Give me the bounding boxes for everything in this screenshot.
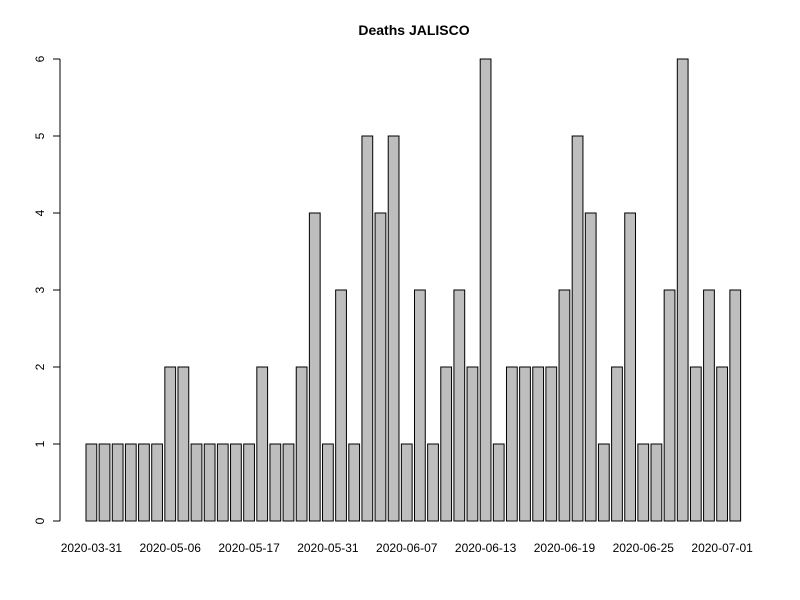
bar — [729, 289, 742, 522]
bar — [295, 366, 308, 522]
bar — [164, 366, 177, 522]
bar — [111, 443, 124, 522]
x-tick-label: 2020-05-06 — [140, 541, 202, 555]
bar — [138, 443, 150, 522]
bar — [98, 443, 111, 522]
bar — [427, 443, 439, 522]
y-tick-label: 4 — [33, 209, 47, 216]
bar — [453, 289, 466, 522]
bar — [177, 366, 190, 522]
bar — [492, 443, 505, 522]
bar — [243, 443, 255, 522]
bar — [124, 443, 137, 522]
bar — [584, 212, 597, 522]
bar — [505, 366, 518, 522]
x-tick-label: 2020-06-25 — [613, 541, 675, 555]
chart-title: Deaths JALISCO — [358, 22, 469, 38]
bar — [545, 366, 558, 522]
x-tick-label: 2020-05-31 — [297, 541, 359, 555]
bar — [466, 366, 479, 522]
bars-group — [85, 58, 742, 522]
bar — [361, 135, 374, 522]
bar — [479, 58, 492, 522]
bar — [611, 366, 623, 522]
bar — [519, 366, 531, 522]
x-tick-label: 2020-05-17 — [218, 541, 280, 555]
x-axis-labels: 2020-03-31 2020-05-06 2020-05-17 2020-05-31… — [61, 541, 753, 555]
y-tick-label: 1 — [33, 440, 47, 447]
bar — [716, 366, 728, 522]
bar — [216, 443, 229, 522]
bar — [203, 443, 216, 522]
bar — [151, 443, 163, 522]
y-tick-label: 3 — [33, 286, 47, 293]
bar — [532, 366, 545, 522]
bar — [676, 58, 689, 522]
bar — [637, 443, 650, 522]
bar — [190, 443, 203, 522]
y-tick-label: 5 — [33, 132, 47, 139]
bar — [440, 366, 453, 522]
x-tick-label: 2020-06-19 — [534, 541, 596, 555]
x-tick-label: 2020-06-07 — [376, 541, 438, 555]
bar — [85, 443, 98, 522]
bar — [400, 443, 413, 522]
x-tick-label: 2020-07-01 — [691, 541, 753, 555]
bar — [308, 212, 321, 522]
bar — [282, 443, 295, 522]
bar — [558, 289, 571, 522]
bar — [256, 366, 269, 522]
y-tick-label: 6 — [33, 55, 47, 62]
bar — [322, 443, 334, 522]
bar — [414, 289, 426, 522]
bar — [624, 212, 637, 522]
bar — [663, 289, 676, 522]
bar — [571, 135, 584, 522]
x-tick-label: 2020-06-13 — [455, 541, 517, 555]
bar — [597, 443, 610, 522]
y-tick-label: 0 — [33, 517, 47, 524]
bar — [650, 443, 663, 522]
bar — [335, 289, 347, 522]
bar — [269, 443, 282, 522]
y-axis: 0 1 2 3 4 5 6 — [33, 55, 61, 524]
bar — [387, 135, 400, 522]
bar — [230, 443, 242, 522]
x-tick-label: 2020-03-31 — [61, 541, 123, 555]
bar — [689, 366, 702, 522]
bar — [348, 443, 361, 522]
y-tick-label: 2 — [33, 363, 47, 370]
bar — [703, 289, 715, 522]
bar — [374, 212, 387, 522]
